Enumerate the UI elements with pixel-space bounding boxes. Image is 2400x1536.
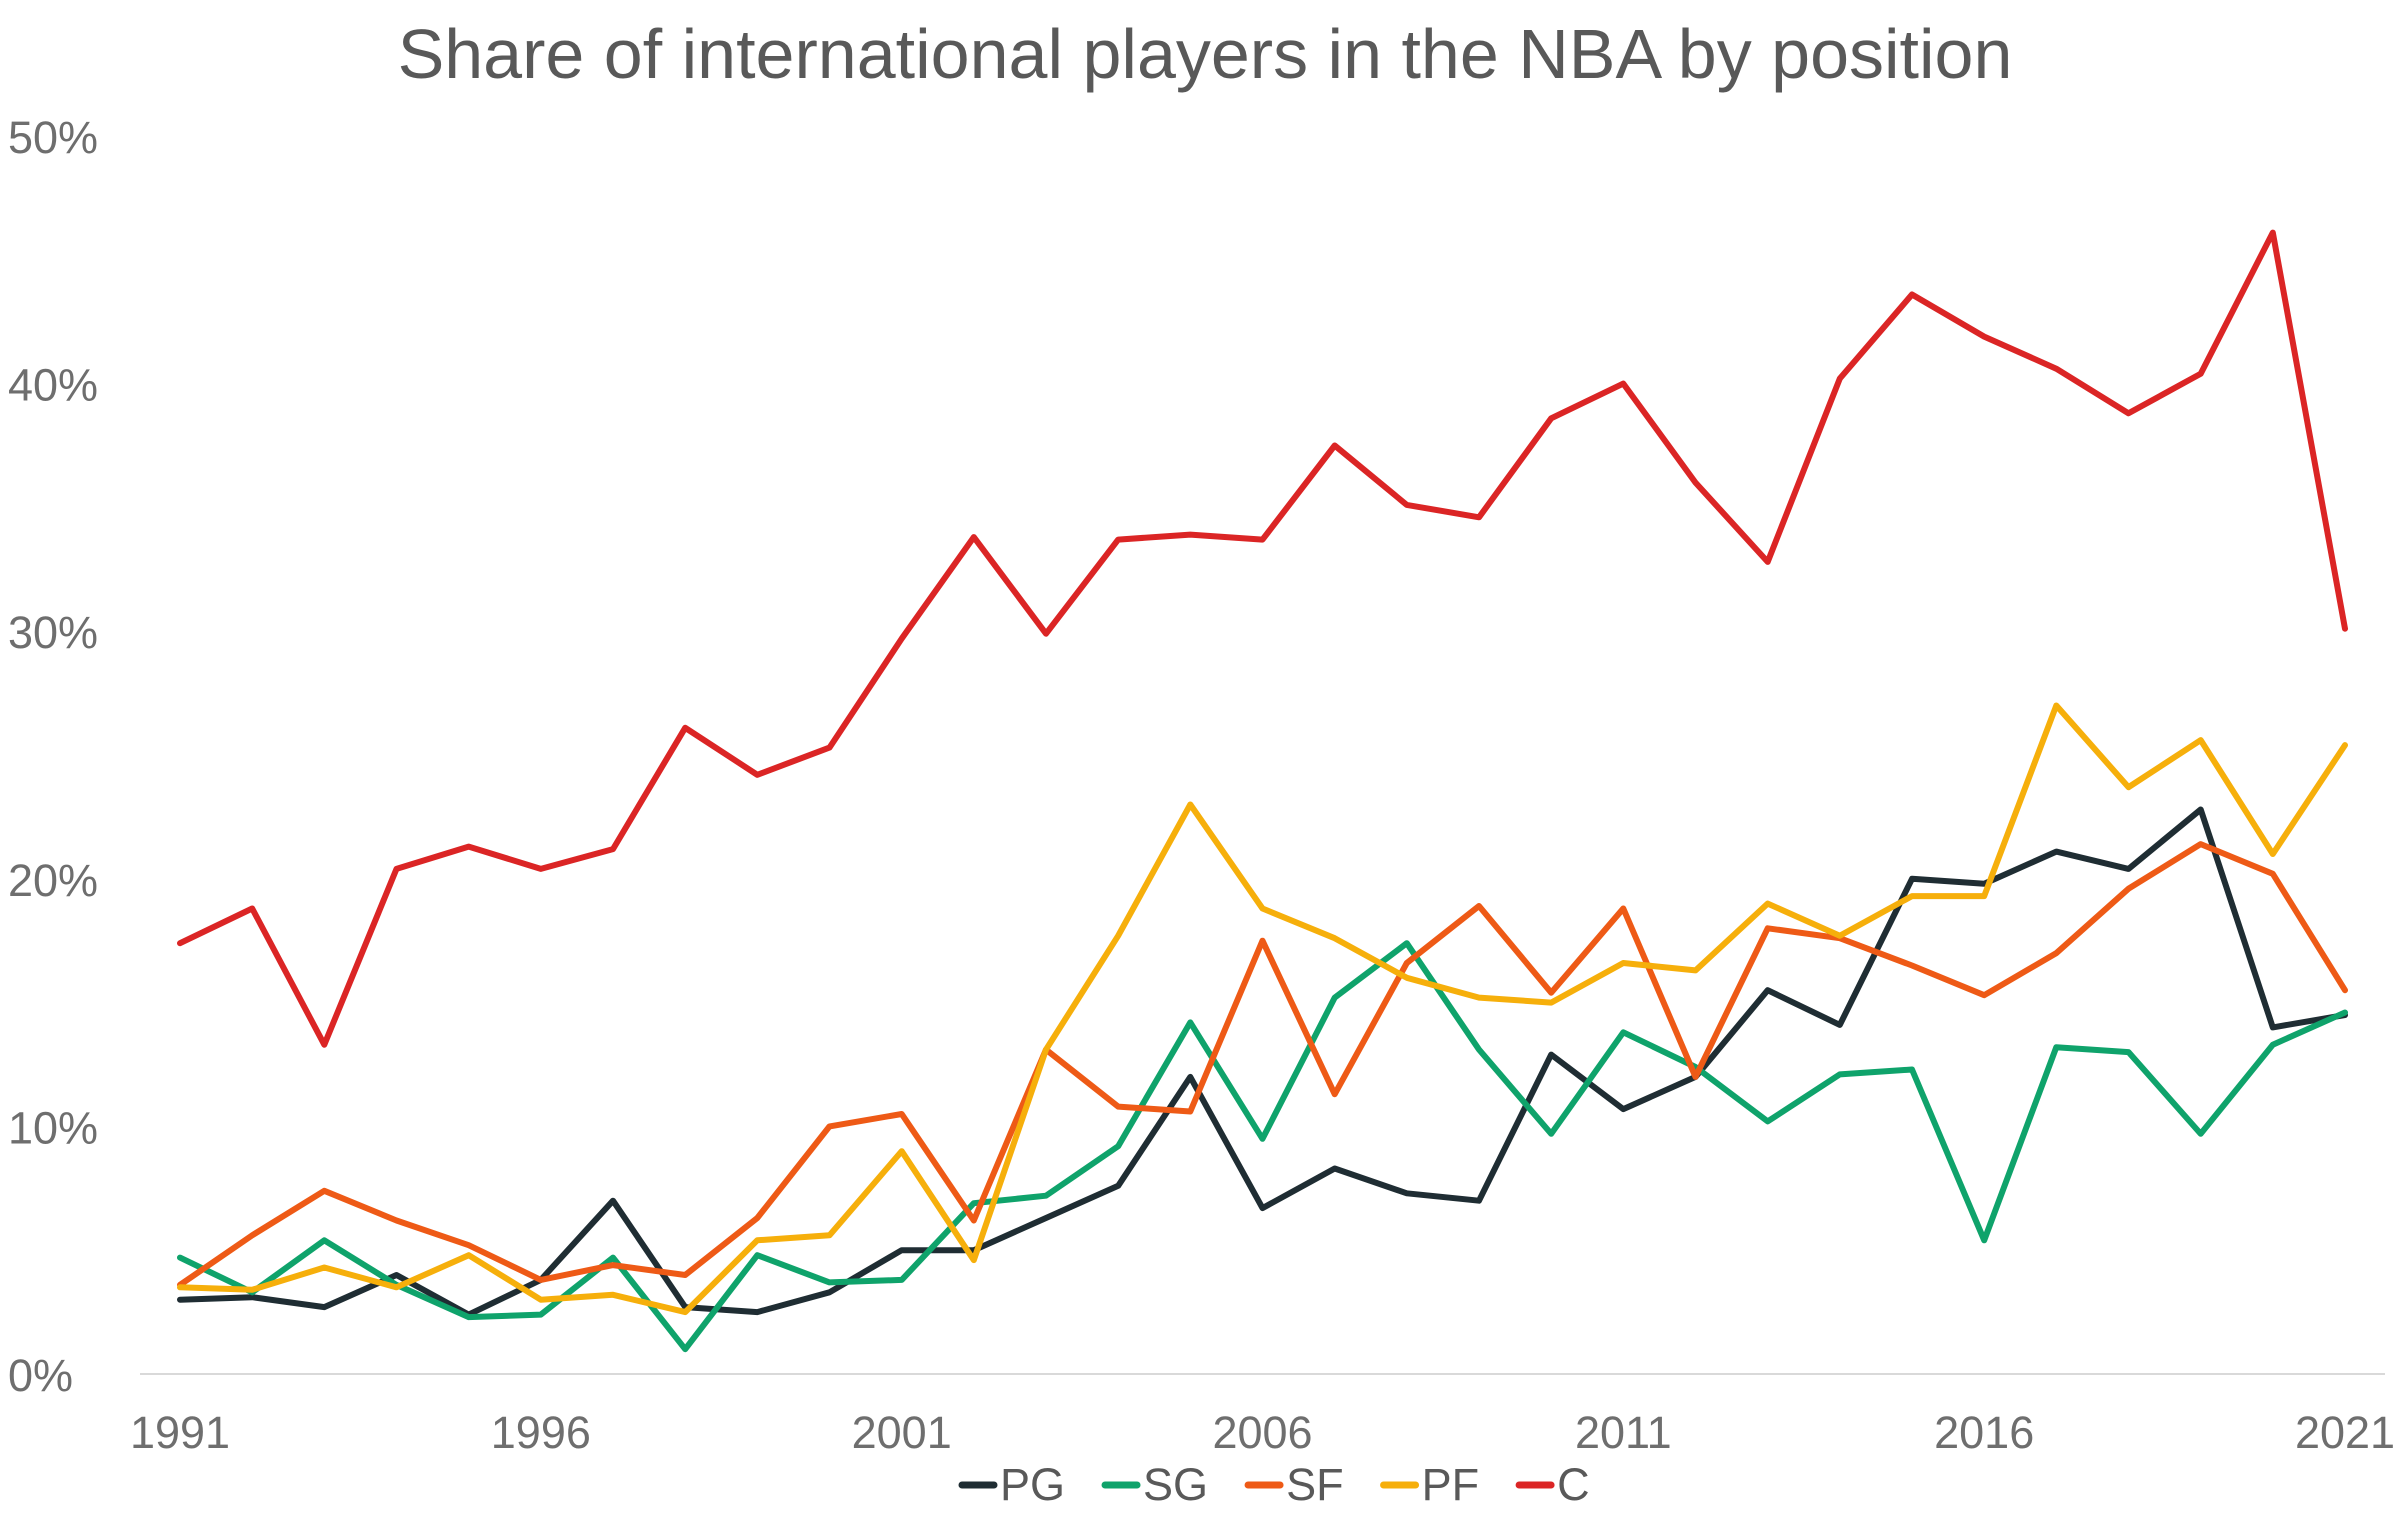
chart-title: Share of international players in the NB… (398, 15, 2013, 93)
x-tick-label: 2006 (1212, 1407, 1312, 1458)
y-tick-label: 10% (8, 1102, 98, 1153)
x-tick-label: 2016 (1934, 1407, 2034, 1458)
x-tick-label: 2021 (2295, 1407, 2395, 1458)
series-layer (177, 229, 2348, 1353)
series-line-pg (177, 806, 2348, 1318)
legend-label: PG (1000, 1459, 1065, 1510)
legend-item-pf: PF (1380, 1459, 1480, 1510)
series-line-c (177, 229, 2348, 1048)
y-tick-label: 30% (8, 607, 98, 658)
legend-label: SG (1143, 1459, 1208, 1510)
y-tick-label: 0% (8, 1350, 73, 1401)
legend-item-c: C (1515, 1459, 1590, 1510)
x-tick-label: 2011 (1575, 1407, 1672, 1458)
legend-label: PF (1422, 1459, 1480, 1510)
y-tick-label: 40% (8, 360, 98, 411)
legend-item-sf: SF (1244, 1459, 1344, 1510)
x-tick-label: 1996 (491, 1407, 591, 1458)
x-tick-label: 1991 (130, 1407, 230, 1458)
series-line-pf (177, 702, 2348, 1316)
legend-item-pg: PG (958, 1459, 1065, 1510)
legend-label: SF (1286, 1459, 1344, 1510)
series-line-sf (177, 841, 2348, 1288)
axis-layer: 0% 10% 20% 30% 40% 50% 1991 1996 2001 2006 2011 201… (8, 112, 2395, 1458)
legend-label: C (1557, 1459, 1590, 1510)
legend-item-sg: SG (1101, 1459, 1208, 1510)
legend: PG SG SF PF C (958, 1459, 1590, 1510)
series-line-sg (177, 940, 2348, 1353)
x-tick-label: 2001 (852, 1407, 952, 1458)
y-tick-label: 50% (8, 112, 98, 163)
y-tick-label: 20% (8, 855, 98, 906)
